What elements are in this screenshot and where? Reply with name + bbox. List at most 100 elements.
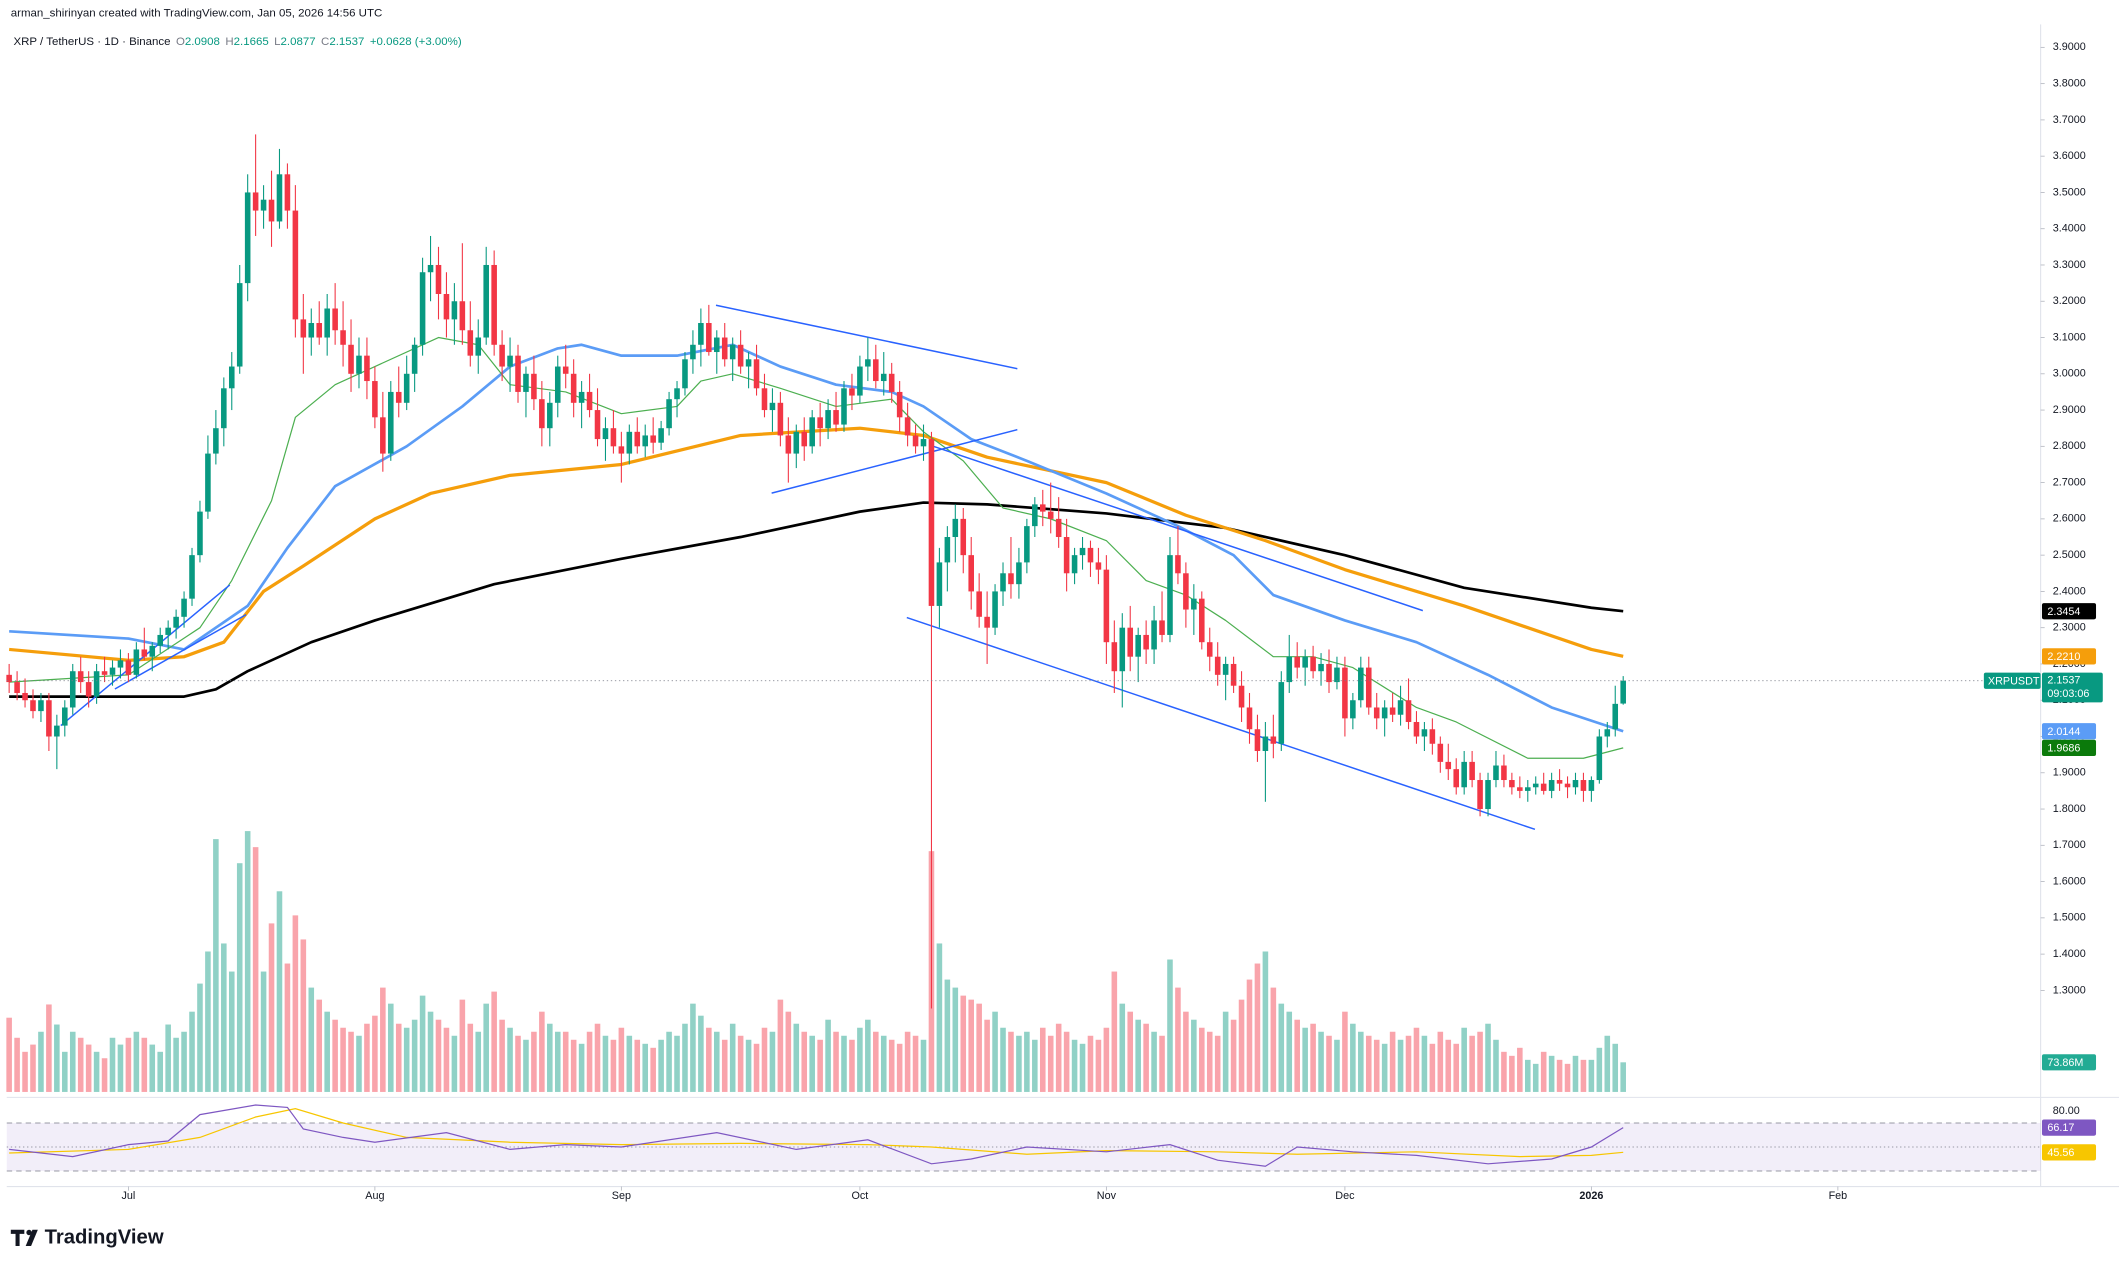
candle-body bbox=[380, 417, 386, 454]
candle-body bbox=[1421, 729, 1428, 737]
volume-bar bbox=[1008, 1031, 1014, 1092]
y-tick-label: 2.7000 bbox=[2053, 476, 2086, 488]
candle-body bbox=[435, 264, 442, 294]
candle-body bbox=[507, 355, 513, 367]
candle-body bbox=[968, 555, 974, 592]
candle-body bbox=[388, 391, 394, 454]
volume-bar bbox=[1127, 1011, 1134, 1092]
price-tag-label: 1.9686 bbox=[2047, 742, 2080, 754]
candle-body bbox=[117, 660, 124, 668]
candle-body bbox=[737, 344, 744, 367]
candle-body bbox=[395, 391, 402, 403]
y-tick-label: 1.8000 bbox=[2053, 803, 2086, 815]
volume-bar bbox=[642, 1043, 649, 1092]
candle-body bbox=[539, 399, 545, 429]
volume-bar bbox=[706, 1027, 712, 1092]
candle-body bbox=[1532, 783, 1539, 788]
trendline bbox=[771, 428, 1018, 494]
volume-bar bbox=[1318, 1031, 1324, 1092]
volume-bar bbox=[1135, 1019, 1141, 1092]
volume-bar bbox=[85, 1044, 92, 1092]
volume-bar bbox=[157, 1051, 163, 1092]
brand-logo: TradingView bbox=[10, 1226, 164, 1248]
volume-bar bbox=[745, 1039, 752, 1092]
volume-bar bbox=[348, 1031, 354, 1092]
x-tick-label: Aug bbox=[365, 1190, 384, 1202]
price-tag bbox=[2041, 1119, 2097, 1136]
volume-bar bbox=[1588, 1059, 1595, 1092]
volume-bar bbox=[1604, 1035, 1611, 1092]
candle-body bbox=[499, 344, 505, 367]
volume-bar bbox=[1310, 1023, 1316, 1092]
candle-body bbox=[1127, 627, 1134, 657]
candle-body bbox=[1016, 562, 1022, 585]
volume-bar bbox=[809, 1035, 815, 1092]
candle-body bbox=[586, 391, 593, 411]
volume-bar bbox=[1342, 1011, 1348, 1092]
candle-body bbox=[531, 373, 537, 400]
y-tick-label: 3.5000 bbox=[2053, 186, 2086, 198]
volume-bar bbox=[117, 1044, 124, 1092]
candle-body bbox=[594, 410, 601, 440]
candle-body bbox=[133, 649, 140, 675]
candle-body bbox=[976, 591, 982, 617]
volume-bar bbox=[62, 1051, 68, 1092]
volume-bar bbox=[133, 1031, 140, 1092]
candle-body bbox=[1501, 765, 1507, 781]
volume-bar bbox=[1509, 1055, 1515, 1092]
candle-body bbox=[459, 301, 466, 331]
candle-body bbox=[411, 344, 418, 374]
candle-body bbox=[1373, 707, 1380, 719]
ohlc-value: 2.1665 bbox=[234, 36, 269, 48]
candle-body bbox=[841, 388, 847, 425]
volume-bar bbox=[1071, 1039, 1078, 1092]
volume-bar bbox=[1055, 1023, 1062, 1092]
candle-body bbox=[1191, 598, 1197, 610]
volume-bar bbox=[857, 1027, 863, 1092]
volume-bar bbox=[753, 1043, 760, 1092]
volume-bar bbox=[475, 1031, 482, 1092]
y-tick-label: 3.6000 bbox=[2053, 150, 2086, 162]
candle-body bbox=[904, 417, 911, 436]
volume-bar bbox=[1246, 979, 1253, 1092]
candle-body bbox=[62, 707, 68, 726]
symbol-tag-label: XRPUSDT bbox=[1988, 675, 2040, 687]
volume-bar bbox=[713, 1031, 720, 1092]
candle-body bbox=[284, 174, 291, 211]
volume-bar bbox=[1119, 1003, 1126, 1092]
candle-body bbox=[22, 692, 28, 701]
volume-bar bbox=[1143, 1023, 1149, 1092]
volume-bar bbox=[896, 1043, 903, 1092]
candle-body bbox=[165, 627, 171, 635]
candle-body bbox=[356, 355, 362, 374]
candle-body bbox=[30, 700, 36, 712]
volume-bar bbox=[1548, 1055, 1555, 1092]
candle-body bbox=[1000, 573, 1006, 592]
candle-body bbox=[833, 410, 839, 425]
volume-bar bbox=[1191, 1019, 1197, 1092]
candle-body bbox=[85, 682, 92, 697]
candle-body bbox=[817, 417, 823, 429]
volume-bar bbox=[1556, 1059, 1563, 1092]
volume-bar bbox=[626, 1035, 633, 1092]
volume-bar bbox=[515, 1035, 521, 1092]
volume-bar bbox=[300, 939, 307, 1092]
candle-body bbox=[888, 373, 895, 392]
volume-bar bbox=[618, 1027, 625, 1092]
volume-bar bbox=[340, 1027, 346, 1092]
trendline bbox=[906, 616, 1536, 831]
candle-body bbox=[515, 355, 521, 392]
volume-bar bbox=[1389, 1031, 1396, 1092]
volume-bar bbox=[1477, 1031, 1483, 1092]
volume-bar bbox=[1214, 1035, 1221, 1092]
volume-bar bbox=[594, 1023, 601, 1092]
y-tick-label: 1.3000 bbox=[2053, 984, 2086, 996]
volume-bar bbox=[1485, 1023, 1491, 1092]
volume-bar bbox=[356, 1035, 362, 1092]
volume-bar bbox=[292, 915, 299, 1092]
volume-bar bbox=[968, 999, 974, 1092]
candle-body bbox=[364, 355, 370, 382]
volume-bar bbox=[332, 1019, 338, 1092]
volume-bar bbox=[6, 1017, 12, 1092]
